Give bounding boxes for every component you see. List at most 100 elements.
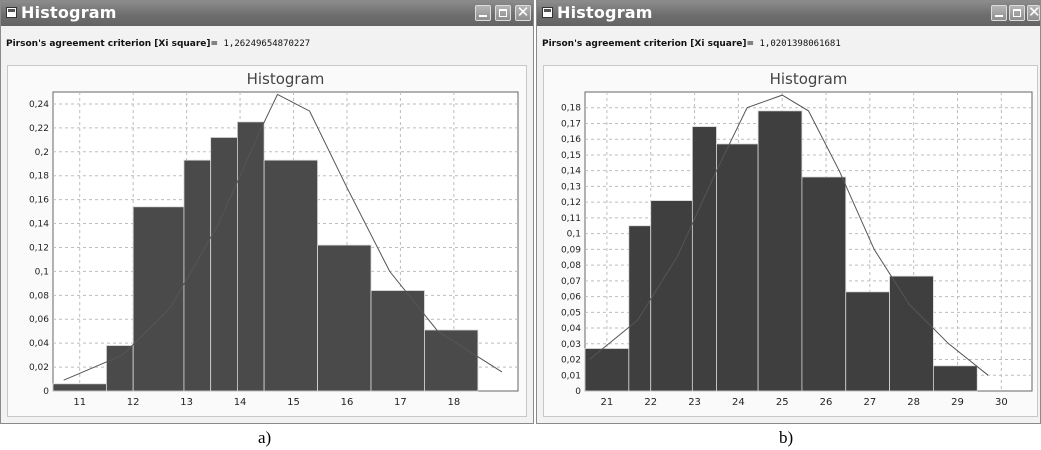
histogram-window-b: Histogram ✕ Pirson's agreement criterion… [536,0,1041,424]
criterion-value: 1,0201398061681 [759,39,841,49]
histogram-bar [317,244,372,392]
title-bar[interactable]: Histogram ✕ [537,1,1041,26]
x-tick-label: 25 [776,397,789,408]
histogram-bar [845,291,890,392]
histogram-chart: Histogram 0 0,01 0,02 0,03 0,04 0,05 0,06 0,07 0,… [561,70,1033,408]
y-tick-label: 0,05 [561,308,581,318]
app-icon[interactable] [6,7,17,18]
x-tick-label: 30 [995,397,1008,408]
histogram-bar [650,200,693,392]
window-title: Histogram [557,3,653,22]
x-tick-label: 27 [863,397,876,408]
y-tick-label: 0,03 [561,340,581,350]
maximize-icon[interactable] [495,5,511,21]
y-tick-label: 0,04 [29,339,49,349]
density-curve-line [589,94,989,376]
y-tick-label: 0,09 [561,245,581,255]
histogram-bar [716,143,759,392]
y-tick-label: 0,24 [29,100,49,110]
histogram-bar [801,176,847,392]
y-tick-label: 0,12 [29,243,49,253]
close-icon[interactable]: ✕ [515,3,531,21]
histogram-bar [584,348,630,392]
y-tick-label: 0,02 [561,356,581,366]
chart-panel: Histogram 0 0,02 0,04 0,06 0,08 0,1 0,12 0,14 0,1… [7,65,527,417]
histogram-bar [183,159,212,392]
histogram-bar [628,225,652,392]
y-tick-label: 0,1 [567,230,581,240]
x-tick-label: 16 [341,397,354,408]
caption-b: b) [779,428,794,447]
histogram-bar [132,206,185,392]
histogram-bar [236,121,265,392]
x-tick-label: 14 [234,397,247,408]
y-tick-label: 0,17 [561,119,581,129]
x-tick-label: 28 [907,397,920,408]
chart-panel: Histogram 0 0,01 0,02 0,03 0,04 0,05 0,06 0,07 0,… [543,65,1038,417]
y-tick-label: 0,12 [561,198,581,208]
y-tick-label: 0,11 [561,214,581,224]
x-tick-label: 12 [127,397,140,408]
chart-title: Histogram [770,70,848,88]
y-tick-label: 0,08 [29,291,49,301]
title-bar[interactable]: Histogram ✕ [1,1,533,26]
y-tick-label: 0,14 [29,220,49,230]
criterion-label: Pirson's agreement criterion [Xi square]… [542,39,755,49]
x-tick-label: 18 [447,397,460,408]
x-tick-label: 15 [287,397,300,408]
y-tick-label: 0,18 [561,104,581,114]
close-icon[interactable]: ✕ [1027,3,1041,21]
y-tick-label: 0,06 [561,293,581,303]
x-tick-label: 24 [732,397,745,408]
y-tick-label: 0,1 [35,267,49,277]
histogram-bar [106,345,134,392]
histogram-bar [889,275,934,392]
histogram-bar [424,329,479,392]
y-tick-label: 0,18 [29,172,49,182]
x-tick-label: 17 [394,397,407,408]
histogram-bar [370,290,425,392]
histogram-bar [263,159,318,392]
y-tick-label: 0,2 [35,148,49,158]
y-tick-label: 0 [575,387,581,397]
histogram-bar [691,126,717,392]
maximize-icon[interactable] [1009,5,1025,21]
criterion-value: 1,26249654870227 [223,39,311,49]
x-tick-label: 22 [644,397,657,408]
criterion-readout: Pirson's agreement criterion [Xi square]… [542,39,841,49]
histogram-bar [52,383,107,392]
minimize-icon[interactable] [475,5,491,21]
histogram-bar [210,137,238,392]
x-tick-label: 26 [820,397,833,408]
y-tick-label: 0,22 [29,124,49,134]
caption-a: a) [258,428,272,447]
y-tick-label: 0,16 [561,135,581,145]
criterion-label: Pirson's agreement criterion [Xi square]… [6,39,219,49]
x-tick-label: 29 [951,397,964,408]
y-tick-label: 0,08 [561,261,581,271]
y-tick-label: 0,13 [561,182,581,192]
y-tick-label: 0,02 [29,363,49,373]
y-tick-label: 0,15 [561,151,581,161]
y-tick-label: 0,07 [561,277,581,287]
criterion-readout: Pirson's agreement criterion [Xi square]… [6,39,310,49]
histogram-bar [932,365,978,392]
y-tick-label: 0,06 [29,315,49,325]
y-tick-label: 0,14 [561,167,581,177]
histogram-bar [757,110,803,392]
density-curve-line [63,93,503,381]
app-icon[interactable] [542,7,553,18]
histogram-window-a: Histogram ✕ Pirson's agreement criterion… [0,0,534,424]
x-tick-label: 21 [601,397,614,408]
y-tick-label: 0,04 [561,324,581,334]
minimize-icon[interactable] [991,5,1007,21]
chart-title: Histogram [247,70,325,88]
x-tick-label: 23 [688,397,701,408]
window-title: Histogram [21,3,117,22]
x-tick-label: 11 [73,397,86,408]
x-tick-label: 13 [180,397,193,408]
y-tick-label: 0,16 [29,196,49,206]
y-tick-label: 0,01 [561,371,581,381]
histogram-chart: Histogram 0 0,02 0,04 0,06 0,08 0,1 0,12 0,14 0,1… [29,70,519,408]
y-tick-label: 0 [43,387,49,397]
